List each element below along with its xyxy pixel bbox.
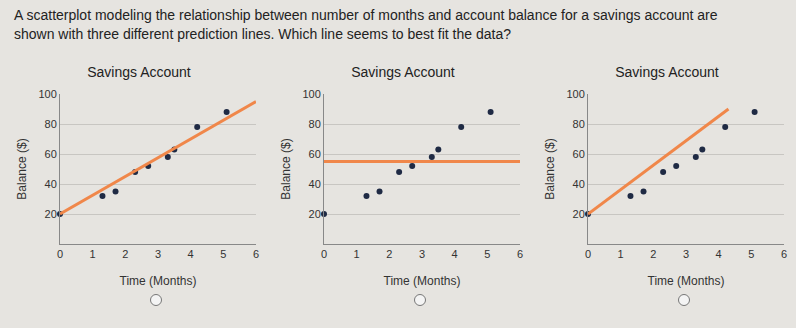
svg-text:20: 20: [573, 208, 585, 220]
svg-text:4: 4: [452, 248, 458, 260]
html-text:shown with three different pre: shown with three different prediction li…: [14, 26, 511, 42]
svg-text:20: 20: [309, 208, 321, 220]
svg-text:Time (Months): Time (Months): [120, 274, 197, 288]
svg-text:5: 5: [484, 248, 490, 260]
svg-text:Time (Months): Time (Months): [384, 274, 461, 288]
svg-text:80: 80: [573, 118, 585, 130]
html-text:A scatterplot modeling the rel: A scatterplot modeling the relationship …: [14, 7, 718, 23]
svg-text:100: 100: [38, 88, 56, 100]
svg-text:1: 1: [618, 248, 624, 260]
svg-text:0: 0: [57, 248, 63, 260]
svg-text:5: 5: [748, 248, 754, 260]
svg-text:80: 80: [45, 118, 57, 130]
svg-text:2: 2: [122, 248, 128, 260]
svg-text:6: 6: [517, 248, 523, 260]
svg-text:40: 40: [573, 178, 585, 190]
svg-text:100: 100: [566, 88, 584, 100]
svg-text:100: 100: [302, 88, 320, 100]
svg-text:3: 3: [683, 248, 689, 260]
svg-text:Time (Months): Time (Months): [648, 274, 725, 288]
svg-text:60: 60: [309, 148, 321, 160]
svg-text:4: 4: [716, 248, 722, 260]
svg-text:0: 0: [585, 248, 591, 260]
svg-text:Savings Account: Savings Account: [87, 64, 191, 80]
svg-text:60: 60: [573, 148, 585, 160]
svg-text:1: 1: [90, 248, 96, 260]
svg-text:0: 0: [321, 248, 327, 260]
svg-text:2: 2: [650, 248, 656, 260]
svg-text:4: 4: [188, 248, 194, 260]
svg-text:Savings Account: Savings Account: [351, 64, 455, 80]
svg-text:Balance ($): Balance ($): [279, 138, 293, 199]
svg-text:2: 2: [386, 248, 392, 260]
svg-text:Savings Account: Savings Account: [615, 64, 719, 80]
svg-text:60: 60: [45, 148, 57, 160]
svg-text:3: 3: [419, 248, 425, 260]
svg-text:6: 6: [253, 248, 259, 260]
svg-text:Balance ($): Balance ($): [543, 138, 557, 199]
svg-text:1: 1: [354, 248, 360, 260]
svg-text:5: 5: [220, 248, 226, 260]
svg-text:40: 40: [309, 178, 321, 190]
svg-text:3: 3: [155, 248, 161, 260]
svg-text:Balance ($): Balance ($): [15, 138, 29, 199]
svg-text:20: 20: [45, 208, 57, 220]
svg-text:6: 6: [781, 248, 787, 260]
svg-text:40: 40: [45, 178, 57, 190]
svg-text:80: 80: [309, 118, 321, 130]
